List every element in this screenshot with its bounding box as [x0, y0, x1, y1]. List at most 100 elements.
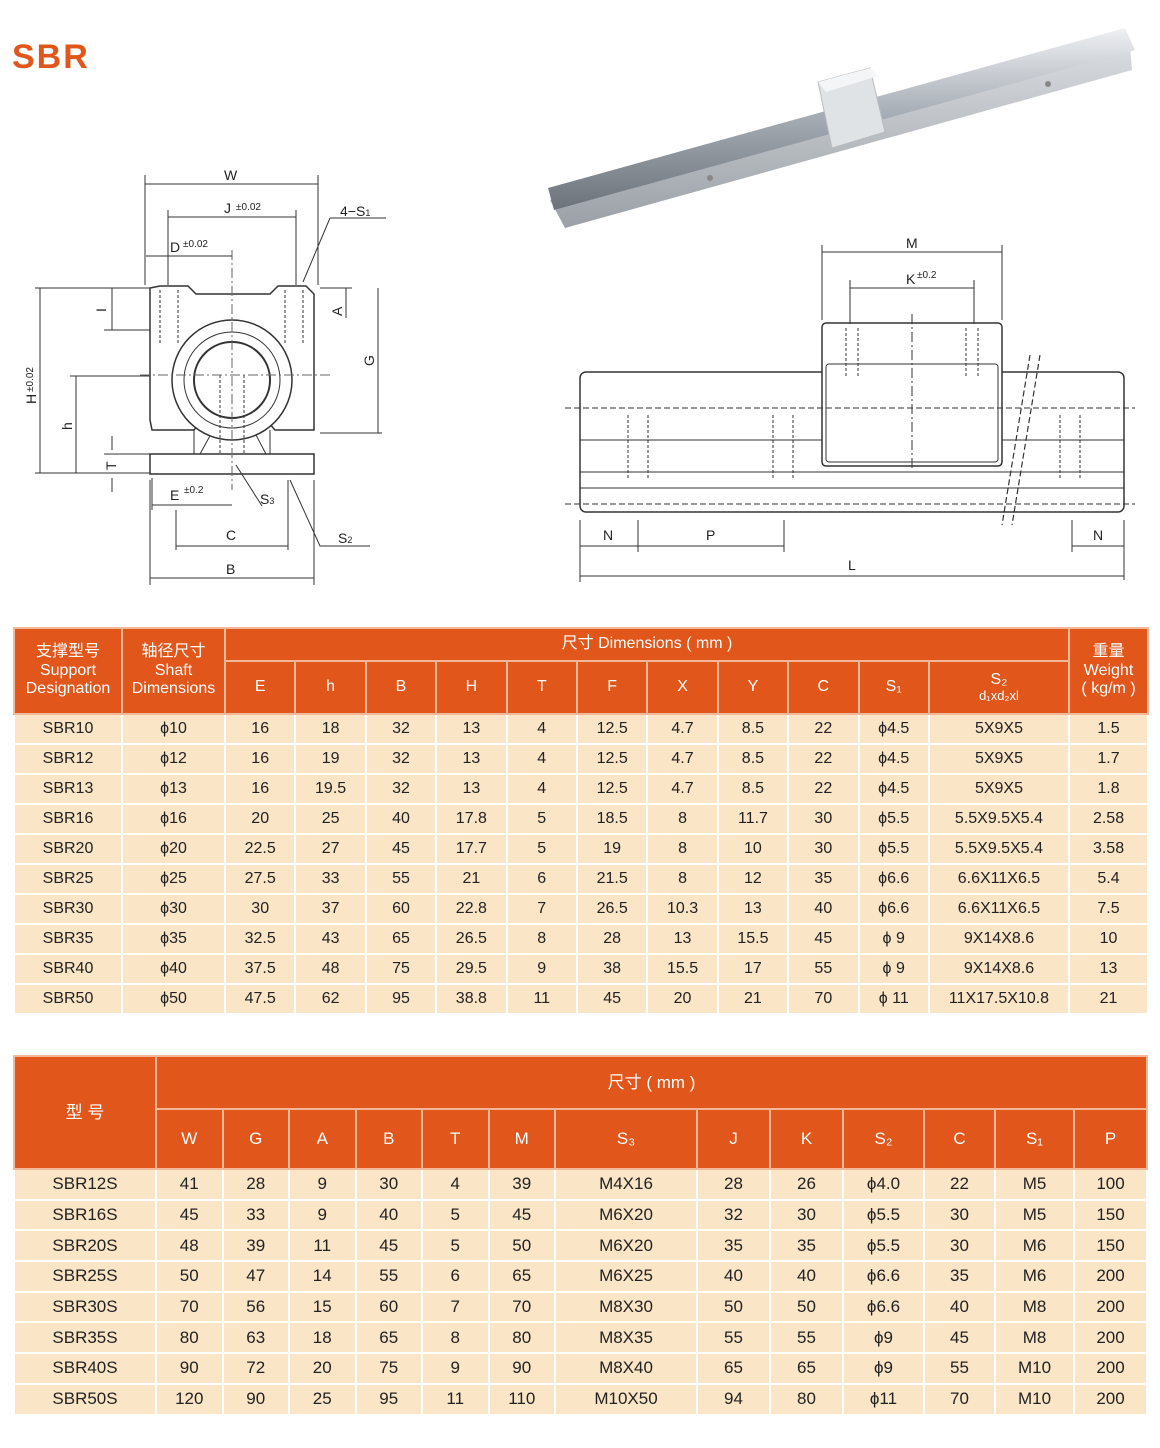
header-col-7: J: [696, 1108, 771, 1170]
table-cell: 27: [294, 833, 367, 865]
table-row: SBR20S 48 39 11 45 5 50 M6X20 35 35 ϕ5.5 30 M6 150: [13, 1229, 1149, 1263]
table-row: SBR40 ϕ40 37.5 48 75 29.5 9 38 15.5 17 55 ϕ 9 9X14X8…: [13, 953, 1150, 985]
table-row: SBR50 ϕ50 47.5 62 95 38.8 11 45 20 21 70 ϕ 11 11X17.…: [13, 983, 1150, 1015]
table-row: SBR35S 80 63 18 65 8 80 M8X35 55 55 ϕ9 45 M8 200: [13, 1321, 1149, 1355]
table-row: SBR25 ϕ25 27.5 33 55 21 6 21.5 8 12 35 ϕ6.6 6.6X11X6…: [13, 863, 1150, 895]
table-cell: 7: [505, 893, 578, 925]
table-cell: 43: [294, 923, 367, 955]
table-cell: ϕ25: [121, 863, 226, 895]
table-cell: 50: [155, 1260, 224, 1293]
table-cell: 55: [696, 1321, 771, 1355]
header-en: Dimensions: [131, 680, 216, 698]
table-cell: 18.5: [575, 803, 649, 835]
label-S1-text: 4−S: [340, 203, 365, 219]
table-cell: 29.5: [435, 953, 508, 985]
table-cell: ϕ5.5: [857, 833, 930, 865]
table-cell: 30: [923, 1198, 996, 1232]
table-cell: 32.5: [223, 923, 297, 955]
label-S3-sub: 3: [269, 496, 274, 506]
table-cell: 11: [505, 983, 578, 1015]
header-col-6: X: [646, 660, 719, 715]
dim-K-tol: ±0.2: [917, 270, 937, 281]
table-cell: 4.7: [646, 743, 719, 775]
table-cell: 65: [487, 1260, 556, 1293]
table-cell: ϕ4.0: [842, 1168, 925, 1201]
table-row: SBR10 ϕ10 16 18 32 13 4 12.5 4.7 8.5 22 ϕ4.5 5X9X5 1.…: [13, 713, 1150, 745]
table-cell: 13: [435, 713, 508, 745]
table-cell: 32: [364, 743, 438, 775]
table-cell: 45: [575, 983, 649, 1015]
header-dimensions: 尺寸 ( mm ): [154, 1055, 1149, 1110]
table-cell: 6: [421, 1260, 490, 1293]
table-cell: 45: [487, 1198, 556, 1232]
table-cell: M6X20: [554, 1198, 698, 1232]
table-cell: 1.7: [1068, 743, 1150, 775]
table-cell: SBR40S: [13, 1352, 157, 1385]
table-cell: 40: [364, 803, 438, 835]
table-cell: 30: [923, 1229, 996, 1263]
table-cell: 41: [155, 1168, 224, 1201]
table-cell: SBR16S: [13, 1198, 157, 1232]
table-cell: 30: [769, 1198, 844, 1232]
header-shaft-dimensions: 轴径尺寸 Shaft Dimensions: [121, 627, 226, 715]
table-cell: 8.5: [716, 713, 790, 745]
dim-J-tol: ±0.02: [236, 202, 261, 213]
table-cell: 90: [487, 1352, 556, 1385]
table-cell: 55: [923, 1352, 996, 1385]
table-cell: 38.8: [435, 983, 508, 1015]
header-col-0: E: [223, 660, 297, 715]
table-cell: 20: [646, 983, 719, 1015]
table-cell: SBR25: [13, 863, 123, 895]
table-cell: ϕ4.5: [857, 713, 930, 745]
header-col-8: K: [769, 1108, 844, 1170]
table-cell: 8.5: [716, 743, 790, 775]
table-cell: SBR40: [13, 953, 123, 985]
header-col-7: Y: [716, 660, 790, 715]
header-dimensions: 尺寸 Dimensions ( mm ): [223, 627, 1071, 662]
header-weight: 重量 Weight( kg/m ): [1068, 627, 1150, 715]
header-en: ( kg/m ): [1081, 680, 1136, 698]
table-cell: ϕ6.6: [857, 893, 930, 925]
table-row: SBR16 ϕ16 20 25 40 17.8 5 18.5 8 11.7 30 ϕ5.5 5.5X9.…: [13, 803, 1150, 835]
table-cell: 35: [787, 863, 860, 895]
header-col-9: S₁: [857, 660, 930, 715]
page-title: SBR: [12, 38, 90, 76]
table-cell: 6.6X11X6.5: [927, 893, 1071, 925]
table-cell: 47.5: [223, 983, 297, 1015]
table-cell: 63: [221, 1321, 290, 1355]
table-cell: 70: [787, 983, 860, 1015]
table-cell: SBR50: [13, 983, 123, 1015]
dim-E: E: [170, 487, 179, 503]
table-cell: 18: [294, 713, 367, 745]
table-cell: 13: [716, 893, 790, 925]
table-cell: 150: [1072, 1229, 1149, 1263]
table-cell: 12.5: [575, 773, 649, 805]
table-cell: 65: [696, 1352, 771, 1385]
table-cell: ϕ5.5: [842, 1198, 925, 1232]
table-cell: 3.58: [1068, 833, 1150, 865]
table-cell: 22.8: [435, 893, 508, 925]
label-S1-sub: 1: [365, 208, 370, 218]
dim-H-tol: ±0.02: [25, 367, 36, 392]
table-cell: 72: [221, 1352, 290, 1385]
table-cell: 16: [223, 713, 297, 745]
header-s2-top: S₂: [990, 670, 1008, 688]
table-cell: 37: [294, 893, 367, 925]
table-cell: ϕ9: [842, 1352, 925, 1385]
table-cell: 45: [787, 923, 860, 955]
table-cell: ϕ13: [121, 773, 226, 805]
table-cell: 55: [354, 1260, 423, 1293]
header-en: Support: [39, 661, 97, 679]
table-cell: 15.5: [646, 953, 719, 985]
table-cell: 6.6X11X6.5: [927, 863, 1071, 895]
table-cell: 15.5: [716, 923, 790, 955]
table-cell: 45: [923, 1321, 996, 1355]
table-cell: ϕ6.6: [857, 863, 930, 895]
table-cell: 5X9X5: [927, 773, 1071, 805]
table-cell: 60: [354, 1290, 423, 1324]
table-cell: 7: [421, 1290, 490, 1324]
table-cell: 9X14X8.6: [927, 923, 1071, 955]
table-cell: 90: [155, 1352, 224, 1385]
table-row: SBR12S 41 28 9 30 4 39 M4X16 28 26 ϕ4.0 22 M5 100: [13, 1168, 1149, 1201]
table-cell: 40: [787, 893, 860, 925]
